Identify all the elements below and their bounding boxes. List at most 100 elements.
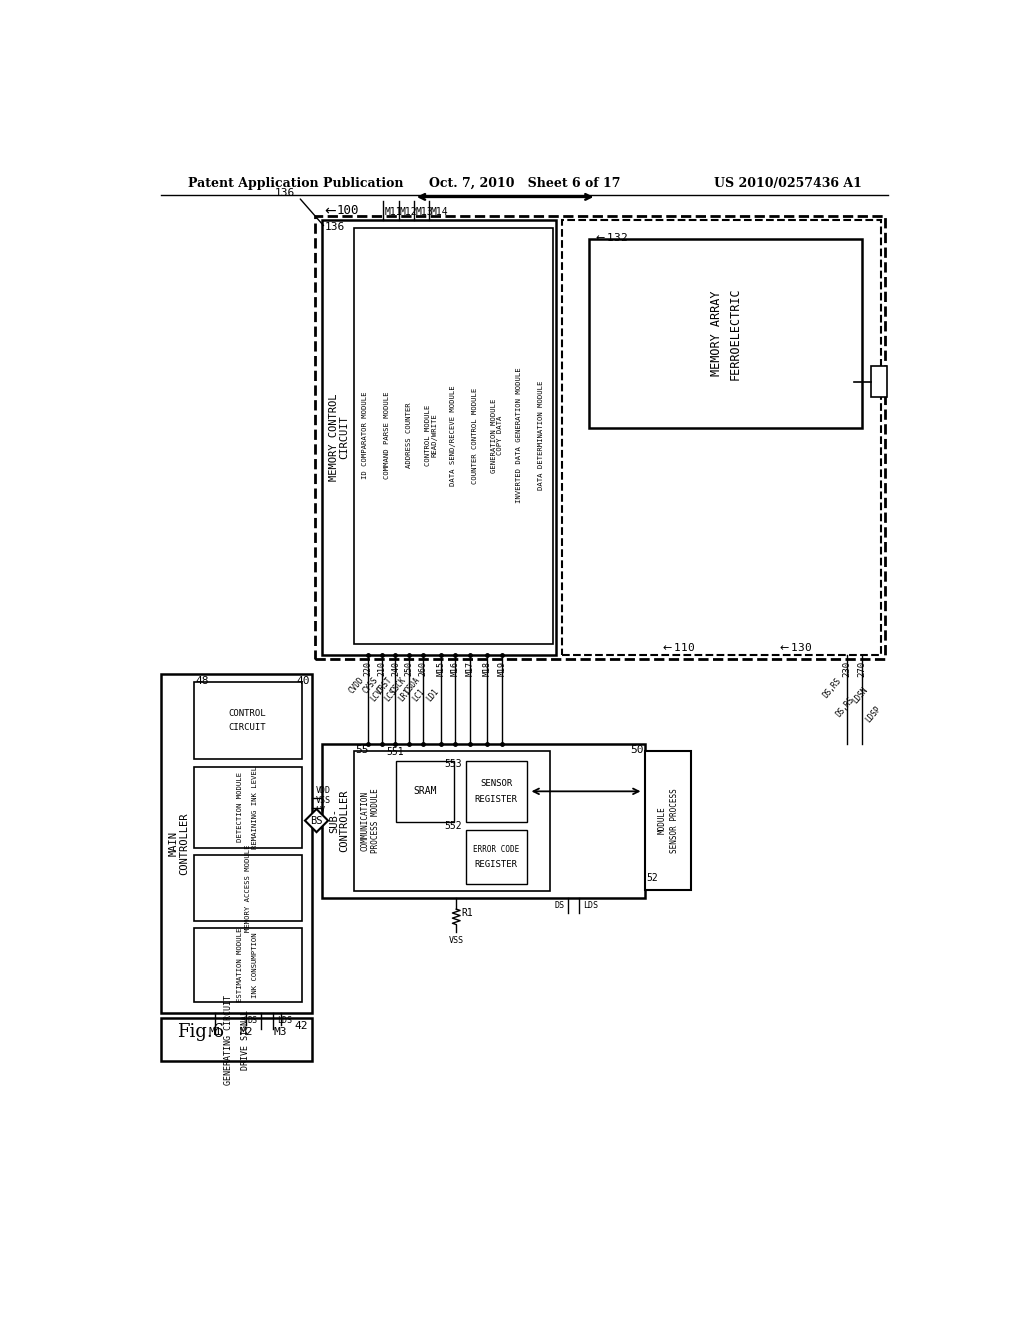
Text: R1: R1 xyxy=(462,908,473,917)
Text: 240: 240 xyxy=(391,661,400,676)
Text: M19: M19 xyxy=(498,661,507,676)
Bar xyxy=(589,239,862,428)
Text: VSS: VSS xyxy=(315,796,331,805)
Text: Oct. 7, 2010   Sheet 6 of 17: Oct. 7, 2010 Sheet 6 of 17 xyxy=(429,177,621,190)
Text: ESTIMATION MODULE: ESTIMATION MODULE xyxy=(237,928,243,1002)
Bar xyxy=(354,751,550,891)
Text: DRIVE SIGNAL: DRIVE SIGNAL xyxy=(242,1010,250,1069)
Text: 136: 136 xyxy=(274,187,295,198)
Text: CIRCUIT: CIRCUIT xyxy=(340,416,349,459)
Bar xyxy=(315,216,885,659)
Text: GENERATION MODULE: GENERATION MODULE xyxy=(492,399,498,473)
Bar xyxy=(194,767,301,847)
Text: SENSOR PROCESS: SENSOR PROCESS xyxy=(670,788,679,853)
Text: MEMORY ARRAY: MEMORY ARRAY xyxy=(710,290,723,376)
Text: 52: 52 xyxy=(646,874,658,883)
Text: VDD: VDD xyxy=(315,787,331,795)
Text: DATA SEND/RECEVE MODULE: DATA SEND/RECEVE MODULE xyxy=(451,385,456,486)
Text: DS: DS xyxy=(248,1016,258,1026)
Text: 48: 48 xyxy=(196,676,209,686)
Text: 100: 100 xyxy=(337,205,359,218)
Text: M2: M2 xyxy=(240,1027,253,1038)
Text: 260: 260 xyxy=(419,661,428,676)
Bar xyxy=(354,227,553,644)
Bar xyxy=(322,743,645,898)
Text: Patent Application Publication: Patent Application Publication xyxy=(188,177,403,190)
Text: INVERTED DATA GENERATION MODULE: INVERTED DATA GENERATION MODULE xyxy=(516,368,522,503)
Text: 552: 552 xyxy=(444,821,462,832)
Text: CONTROLLER: CONTROLLER xyxy=(179,812,189,875)
Text: 220: 220 xyxy=(364,661,372,676)
Text: LDSN: LDSN xyxy=(851,685,869,705)
Text: COMMUNICATION: COMMUNICATION xyxy=(360,791,370,851)
Bar xyxy=(162,675,311,1014)
Bar xyxy=(562,220,882,655)
Text: LR1: LR1 xyxy=(397,688,413,704)
Text: INK CONSUMPTION: INK CONSUMPTION xyxy=(252,932,258,998)
Text: COMMAND PARSE MODULE: COMMAND PARSE MODULE xyxy=(384,392,390,479)
Text: Fig.6: Fig.6 xyxy=(177,1023,224,1041)
Text: 40: 40 xyxy=(297,676,310,686)
Text: 270: 270 xyxy=(857,661,866,677)
Text: MAIN: MAIN xyxy=(169,832,178,857)
Text: SRAM: SRAM xyxy=(414,787,437,796)
Text: M1: M1 xyxy=(209,1027,222,1038)
Text: 50: 50 xyxy=(630,744,643,755)
Text: CYSS: CYSS xyxy=(361,676,380,696)
Text: 42: 42 xyxy=(294,1020,307,1031)
Text: BS: BS xyxy=(310,816,323,825)
Text: M12: M12 xyxy=(400,207,418,218)
Text: ADDRESS COUNTER: ADDRESS COUNTER xyxy=(407,403,412,469)
Text: M11: M11 xyxy=(385,207,402,218)
Text: 136: 136 xyxy=(325,222,345,231)
Text: 551: 551 xyxy=(386,747,403,758)
Text: US 2010/0257436 A1: US 2010/0257436 A1 xyxy=(714,177,862,190)
Text: 210: 210 xyxy=(377,661,386,676)
Text: LCS: LCS xyxy=(383,688,399,704)
Bar xyxy=(396,760,454,822)
Text: LCV: LCV xyxy=(370,688,385,704)
Text: FERROELECTRIC: FERROELECTRIC xyxy=(728,288,741,380)
Text: M15: M15 xyxy=(436,661,445,676)
Text: $\leftarrow$: $\leftarrow$ xyxy=(322,203,337,218)
Text: M17: M17 xyxy=(466,661,475,676)
Text: M16: M16 xyxy=(451,661,459,676)
Text: LD1: LD1 xyxy=(425,688,440,704)
Text: DATA DETERMINATION MODULE: DATA DETERMINATION MODULE xyxy=(539,381,545,490)
Text: 55: 55 xyxy=(355,744,369,755)
Text: COPY DATA: COPY DATA xyxy=(498,416,504,455)
Text: CSCK: CSCK xyxy=(389,676,408,696)
Text: REMAINING INK LEVEL: REMAINING INK LEVEL xyxy=(252,766,258,849)
Text: SUB-: SUB- xyxy=(329,808,339,833)
Text: M13: M13 xyxy=(416,207,433,218)
Text: 250: 250 xyxy=(404,661,414,676)
Text: DS: DS xyxy=(554,900,564,909)
Text: $\leftarrow$132: $\leftarrow$132 xyxy=(593,231,628,243)
Text: REGISTER: REGISTER xyxy=(475,795,518,804)
Text: MODULE: MODULE xyxy=(657,807,667,834)
Text: SENSOR: SENSOR xyxy=(480,779,512,788)
Text: 230: 230 xyxy=(842,661,851,677)
Text: $\leftarrow$130: $\leftarrow$130 xyxy=(777,640,812,653)
Text: ID COMPARATOR MODULE: ID COMPARATOR MODULE xyxy=(361,392,368,479)
Text: CVDD: CVDD xyxy=(347,676,367,696)
Bar xyxy=(466,830,527,884)
Text: MEMORY CONTROL: MEMORY CONTROL xyxy=(329,393,339,482)
Text: LDS: LDS xyxy=(584,900,598,909)
Text: CRST: CRST xyxy=(375,676,394,696)
Text: READ/WRITE: READ/WRITE xyxy=(431,413,437,458)
Text: M14: M14 xyxy=(431,207,449,218)
Text: M3: M3 xyxy=(274,1027,288,1038)
Text: ERROR CODE: ERROR CODE xyxy=(473,845,519,854)
Text: CONTROL
CIRCUIT: CONTROL CIRCUIT xyxy=(228,709,266,733)
Bar xyxy=(194,855,301,921)
Text: 553: 553 xyxy=(444,759,462,770)
Text: DS,RS: DS,RS xyxy=(835,696,856,719)
Bar xyxy=(466,760,527,822)
Bar xyxy=(162,1019,311,1061)
Text: DETECTION MODULE: DETECTION MODULE xyxy=(237,772,243,842)
Text: LC1: LC1 xyxy=(411,688,427,704)
Text: CONTROLLER: CONTROLLER xyxy=(340,789,349,851)
Text: $\leftarrow$110: $\leftarrow$110 xyxy=(660,640,695,653)
Text: LS: LS xyxy=(315,816,326,825)
